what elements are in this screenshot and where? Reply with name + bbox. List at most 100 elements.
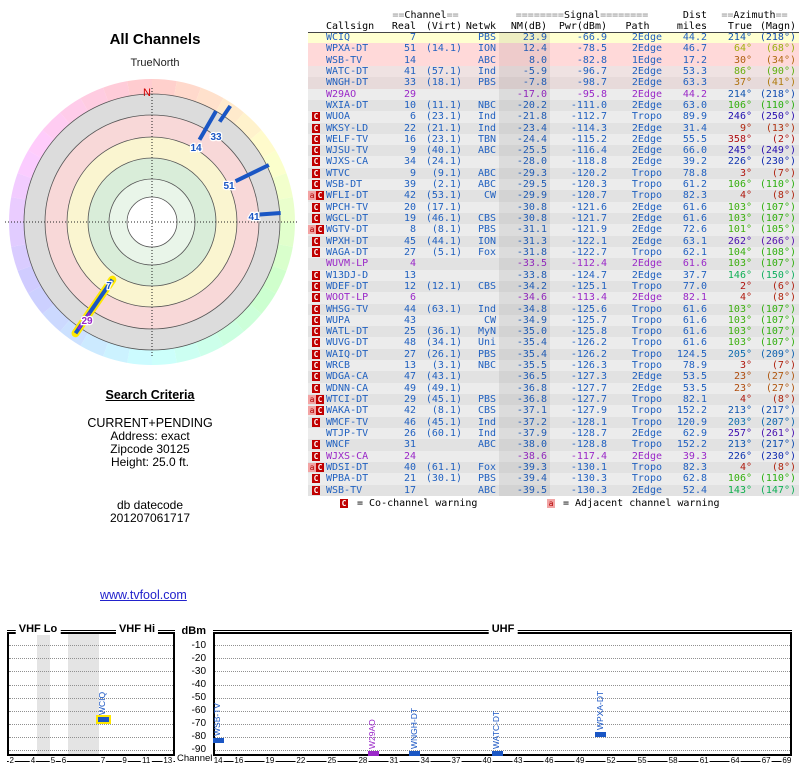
table-row: C WDGA-CA 47 (43.1) -36.5 -127.3 2Edge 53.5 23°(…: [308, 371, 799, 383]
callsign-cell: WMCF-TV: [326, 416, 369, 428]
warning-flags: [308, 428, 324, 439]
callsign-cell: WAKA-DT: [326, 405, 369, 417]
channel-tick: 46: [543, 756, 555, 765]
callsign-cell: WTCI-DT: [326, 394, 369, 405]
channel-tick: 67: [760, 756, 772, 765]
warning-flags: C: [312, 293, 320, 303]
warning-flags: C: [312, 485, 320, 495]
channel-marker-line: [77, 311, 91, 330]
true-north-label: TrueNorth: [130, 57, 180, 69]
table-row: C WPBA-DT 21 (30.1) PBS -39.4 -130.3 Tropo 62.8 1…: [308, 473, 799, 485]
warning-flags: [308, 258, 324, 269]
table-row: C WPXH-DT 45 (44.1) ION -31.3 -122.1 2Edge 63.1 2…: [308, 235, 799, 247]
table-row: C WNCF 31 ABC -38.0 -128.8 Tropo 152.2 213° (217°…: [308, 439, 799, 451]
table-row: C WAIQ-DT 27 (26.1) PBS -35.4 -126.2 Tropo 124.5…: [308, 348, 799, 361]
uhf-plot-box: [213, 632, 792, 757]
station-label: WPXA-DT: [594, 691, 605, 731]
table-row: WTJP-TV 26 (60.1) Ind -37.9 -128.7 2Edge 62.9 25…: [308, 427, 799, 440]
table-row: C WJXS-CA 34 (24.1) -28.0 -118.8 2Edge 39.2 226°…: [308, 156, 799, 168]
callsign-cell: WDNN-CA: [326, 382, 369, 394]
warning-flags: C: [312, 247, 320, 257]
gridline: [215, 658, 790, 660]
table-row: WSB-TV 14 ABC 8.0 -82.8 1Edge 17.2 30° (34°): [308, 54, 799, 66]
warning-flags: C: [312, 157, 320, 167]
table-header-groups: ==Channel== ========Signal======== Dist ==A…: [392, 10, 788, 21]
channel-tick: 4: [29, 756, 37, 765]
channel-marker-label: 29: [81, 316, 93, 327]
dbm-tick-label: -30: [191, 665, 206, 677]
station-signal-bar: [595, 732, 607, 738]
radar-polar-plot: N 14 33 51 41 7 29: [5, 79, 299, 365]
band-header-line: [7, 630, 175, 631]
warning-flags: C: [312, 270, 320, 280]
callsign-cell: WFLI-DT: [326, 190, 369, 202]
gridline: [9, 658, 173, 660]
warning-flags: C: [312, 180, 320, 190]
callsign-cell: WTJP-TV: [326, 427, 369, 439]
gridline: [215, 723, 790, 725]
tvfool-link[interactable]: www.tvfool.com: [100, 588, 187, 602]
station-signal-bar: [367, 750, 379, 756]
callsign-cell: WOOT-LP: [326, 292, 369, 304]
callsign-cell: WUPA: [326, 314, 351, 326]
warning-flags: C: [312, 202, 320, 212]
gridline: [215, 645, 790, 647]
table-row: a C WGTV-DT 8 (8.1) PBS -31.1 -121.9 2Edge 72.6 10…: [308, 224, 799, 236]
callsign-cell: WELF-TV: [326, 133, 369, 145]
channel-tick: 11: [141, 756, 152, 765]
gridline: [215, 736, 790, 738]
table-row: C WUOA 6 (23.1) Ind -21.8 -112.7 Tropo 89.9 246°(…: [308, 111, 799, 123]
dbm-tick-label: -80: [191, 731, 206, 743]
warning-flags: C: [312, 304, 320, 314]
search-height: Height: 25.0 ft.: [110, 455, 190, 469]
channel-tick: 37: [450, 756, 462, 765]
table-row: C WJSU-TV 9 (40.1) ABC -25.5 -116.4 2Edge 66.0 24…: [308, 145, 799, 157]
warning-flags: C: [312, 281, 320, 291]
callsign-cell: WUOA: [326, 111, 351, 123]
dbm-tick-label: -10: [191, 639, 206, 651]
station-label: W29AO: [367, 719, 378, 749]
callsign-cell: WPCH-TV: [326, 201, 369, 213]
search-address: Address: exact: [110, 429, 190, 443]
table-row: C WDEF-DT 12 (12.1) CBS -34.2 -125.1 Tropo 77.0 2…: [308, 280, 799, 293]
callsign-cell: WNGH-DT: [326, 77, 369, 89]
station-label: WCIQ: [97, 691, 107, 716]
channel-tick: 43: [512, 756, 524, 765]
callsign-cell: WATL-DT: [326, 326, 369, 338]
gridline: [215, 671, 790, 673]
dbm-tick-label: -50: [191, 692, 206, 704]
fm-band-gap: [68, 634, 100, 755]
search-mode: CURRENT+PENDING: [87, 416, 213, 430]
warning-flags: C: [312, 383, 320, 393]
dbm-axis-label: dBm: [181, 625, 206, 637]
warning-flags: C: [312, 349, 320, 359]
gridline: [9, 723, 173, 725]
adjacent-channel-icon: a: [547, 499, 555, 508]
callsign-cell: W29AO: [326, 88, 357, 100]
table-row: C WRCB 13 (3.1) NBC -35.5 -126.3 Tropo 78.9 3° (7°…: [308, 360, 799, 372]
table-row: a C WAKA-DT 42 (8.1) CBS -37.1 -127.9 Tropo 152.2…: [308, 405, 799, 417]
table-row: a C WDSI-DT 40 (61.1) Fox -39.3 -130.1 Tropo 82.3…: [308, 461, 799, 474]
search-zipcode: Zipcode 30125: [110, 442, 190, 456]
station-signal-bar: [409, 750, 421, 756]
warning-flags: [308, 89, 324, 100]
dbm-tick-label: -40: [191, 679, 206, 690]
table-row: C WATL-DT 25 (36.1) MyN -35.0 -125.8 Tropo 61.6 1…: [308, 326, 799, 338]
vhf-lo-label: VHF Lo: [15, 623, 61, 635]
station-label: WSB-TV: [212, 702, 223, 736]
callsign-cell: WDSI-DT: [326, 461, 369, 473]
north-letter: N: [143, 87, 151, 99]
callsign-cell: WJXS-CA: [326, 156, 369, 168]
table-row: WATC-DT 41 (57.1) Ind -5.9 -96.7 2Edge 53.3 86°(…: [308, 65, 799, 78]
callsign-cell: WJSU-TV: [326, 145, 369, 157]
table-row: C WDNN-CA 49 (49.1) -36.8 -127.7 2Edge 53.5 23°(…: [308, 382, 799, 394]
warning-flags: C: [312, 338, 320, 348]
channel-marker-label: 33: [210, 132, 222, 143]
co-channel-icon: C: [340, 499, 348, 508]
search-criteria: Search Criteria CURRENT+PENDING Address:…: [25, 388, 275, 525]
channel-tick: 61: [698, 756, 710, 765]
